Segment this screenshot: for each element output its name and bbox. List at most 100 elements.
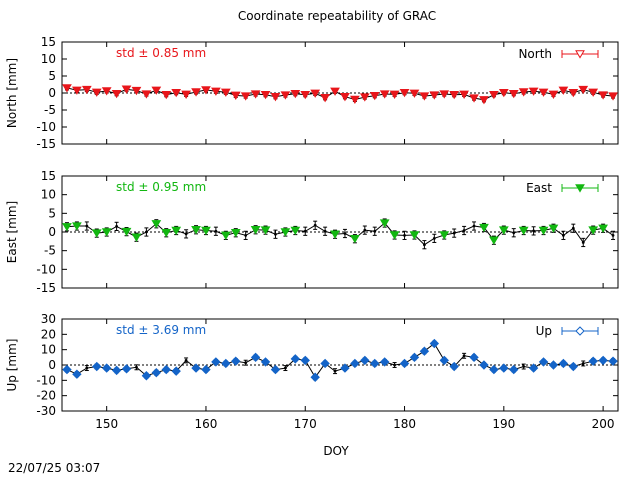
north-y-tick-label: 0 — [48, 86, 56, 100]
east-legend-marker — [575, 184, 585, 193]
east-data-point — [479, 223, 489, 233]
up-data-point — [350, 358, 360, 369]
north-data-point — [101, 87, 112, 96]
east-data-point — [350, 235, 360, 244]
north-y-axis-title: North [mm] — [5, 58, 19, 128]
east-data-point — [330, 230, 340, 239]
east-data-point — [201, 226, 211, 236]
east-data-point-secondary — [452, 231, 456, 235]
panel-east: -15 -10 -5 0 5 10 15 East [mm] std ± 0.95 mm East — [5, 169, 619, 295]
north-data-point — [181, 90, 191, 99]
x-tick-label: 200 — [592, 417, 615, 431]
up-data-point — [489, 364, 499, 375]
north-y-tick-label: 15 — [41, 35, 56, 49]
east-data-point-secondary — [244, 233, 248, 237]
up-data-point — [72, 369, 82, 379]
footer-timestamp: 22/07/25 03:07 — [8, 461, 101, 475]
north-y-tick-label: 10 — [41, 52, 56, 66]
east-data-point-secondary — [274, 232, 277, 236]
north-data-point — [608, 92, 618, 101]
east-data-point-secondary — [373, 229, 377, 233]
east-data-point-secondary — [323, 229, 327, 233]
up-data-point-secondary — [462, 354, 466, 358]
up-y-tick-label: 10 — [41, 343, 56, 357]
up-data-point — [469, 352, 479, 363]
up-y-tick-label: -20 — [36, 389, 56, 403]
up-data-point — [379, 357, 390, 367]
east-y-tick-label: -5 — [44, 244, 56, 258]
up-data-point-secondary — [184, 359, 188, 362]
north-data-point — [121, 85, 132, 94]
north-data-point — [340, 93, 350, 102]
east-data-point — [379, 219, 390, 228]
up-data-point — [221, 358, 231, 369]
up-data-point — [250, 352, 261, 363]
north-data-point — [498, 88, 509, 98]
north-data-point — [489, 91, 499, 100]
up-data-point-secondary — [581, 362, 585, 365]
east-data-point-secondary — [532, 229, 536, 233]
up-data-point-secondary — [283, 366, 287, 370]
east-data-point — [101, 228, 112, 237]
up-data-point-secondary — [135, 365, 138, 369]
east-data-point-secondary — [512, 231, 516, 235]
north-data-point — [479, 96, 489, 105]
up-y-tick-label: -10 — [36, 373, 56, 387]
north-data-point — [459, 90, 469, 99]
east-data-point — [389, 231, 400, 240]
east-data-point — [250, 226, 261, 235]
up-data-point — [449, 361, 459, 372]
east-data-point — [598, 224, 608, 233]
up-y-axis-title: Up [mm] — [5, 339, 19, 392]
up-legend-marker — [575, 326, 585, 336]
east-data-point-secondary — [363, 228, 367, 232]
up-data-point — [409, 352, 420, 363]
east-data-point — [439, 231, 450, 240]
up-data-point — [558, 358, 569, 369]
up-std-label: std ± 3.69 mm — [116, 323, 206, 337]
east-data-point — [588, 226, 599, 235]
up-data-point — [260, 357, 271, 367]
north-data-point — [528, 87, 539, 96]
north-data-point — [518, 88, 529, 97]
up-data-point — [479, 360, 489, 370]
up-data-point — [270, 364, 281, 375]
up-data-point-secondary — [522, 365, 526, 368]
east-data-point-secondary — [403, 233, 406, 237]
east-data-point-secondary — [561, 233, 565, 237]
north-data-point — [310, 89, 321, 98]
east-data-point — [62, 223, 72, 232]
north-data-point — [330, 87, 340, 96]
up-data-point — [191, 363, 201, 373]
north-y-tick-label: -15 — [36, 137, 56, 151]
east-y-tick-label: -15 — [36, 281, 56, 295]
east-data-point — [538, 226, 549, 236]
east-data-point — [498, 226, 509, 235]
north-data-point — [191, 88, 201, 97]
north-data-point — [290, 89, 301, 99]
east-data-point-secondary — [144, 230, 148, 234]
north-data-point — [508, 89, 519, 99]
north-data-point — [369, 92, 380, 101]
up-data-point — [62, 364, 72, 375]
east-legend-label: East — [526, 181, 552, 195]
east-data-point-secondary — [303, 229, 307, 233]
east-data-point-secondary — [571, 226, 575, 230]
up-data-point — [370, 358, 380, 369]
east-y-tick-label: 15 — [41, 169, 56, 183]
east-data-point-secondary — [184, 232, 188, 236]
east-y-tick-label: -10 — [36, 262, 56, 276]
east-data-point-secondary — [462, 229, 466, 232]
east-data-point — [220, 231, 231, 240]
east-data-point — [151, 220, 162, 229]
up-data-point — [171, 366, 181, 376]
north-data-point — [81, 85, 92, 95]
up-y-tick-label: 30 — [41, 312, 56, 326]
north-data-point — [131, 86, 142, 96]
north-data-point — [429, 91, 440, 100]
east-data-point — [91, 229, 102, 238]
north-data-point — [359, 93, 370, 102]
north-legend-marker — [575, 50, 585, 59]
north-data-point — [270, 93, 281, 102]
up-data-point — [588, 356, 598, 366]
